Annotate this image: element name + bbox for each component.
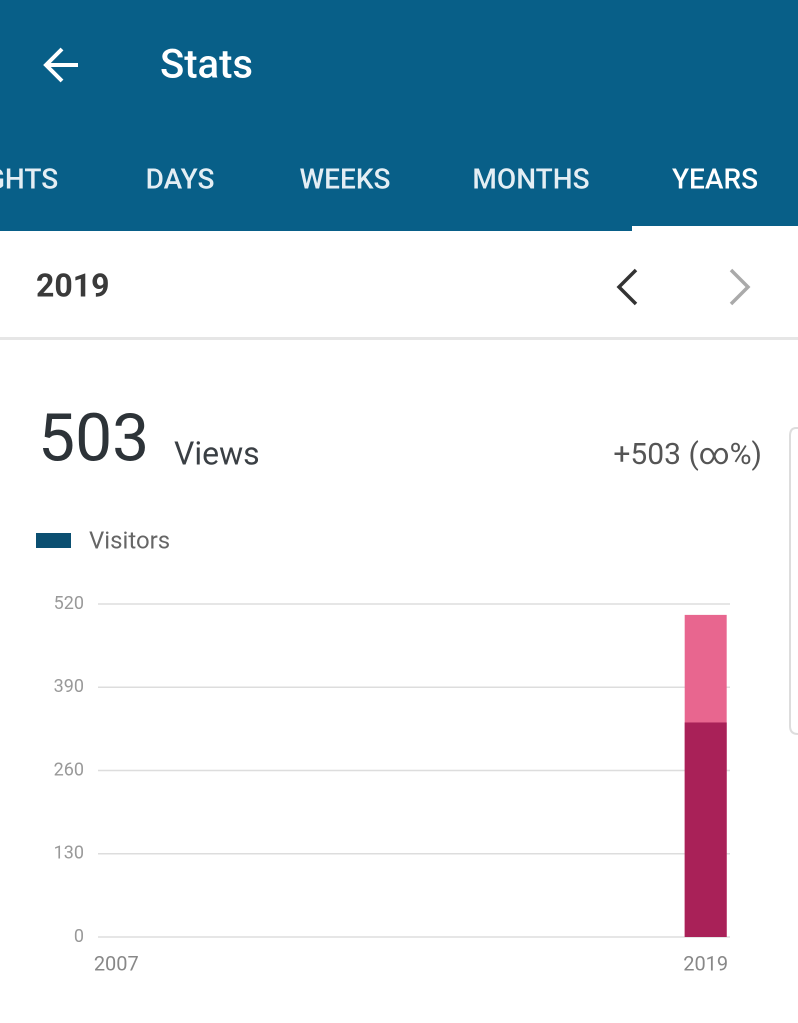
y-tick-label: 0: [74, 926, 84, 947]
tab[interactable]: DAYS: [146, 162, 215, 195]
title: Stats: [160, 41, 253, 88]
tab-bar: GHTS DAYS WEEKS MONTHS YEARS: [0, 162, 758, 195]
y-tick-label: 520: [54, 593, 84, 614]
total-views: 503: [38, 400, 149, 477]
tab[interactable]: YEARS: [672, 162, 758, 195]
y-tick-label: 390: [54, 676, 84, 697]
x-tick-label: 2007: [94, 951, 139, 975]
y-tick-label: 130: [54, 843, 84, 864]
total-label: Views: [174, 434, 260, 472]
legend-swatch: [36, 533, 71, 548]
tab[interactable]: WEEKS: [300, 162, 391, 195]
y-tick-label: 260: [54, 759, 84, 780]
x-tick-label: 2019: [683, 951, 728, 975]
back-button[interactable]: [43, 47, 78, 83]
period: 2019: [36, 266, 109, 304]
prev-button[interactable]: [616, 268, 638, 306]
next-button[interactable]: [729, 268, 751, 306]
bar: [684, 722, 727, 937]
tab[interactable]: GHTS: [0, 162, 58, 195]
tab-indicator: [632, 226, 798, 231]
card-edge: [789, 427, 798, 735]
divider: [0, 337, 798, 340]
legend-label: Visitors: [89, 526, 170, 554]
app-bar: [0, 0, 798, 231]
tab[interactable]: MONTHS: [472, 162, 589, 195]
change: +503 (∞%): [613, 437, 762, 472]
period-bar: [0, 231, 798, 337]
